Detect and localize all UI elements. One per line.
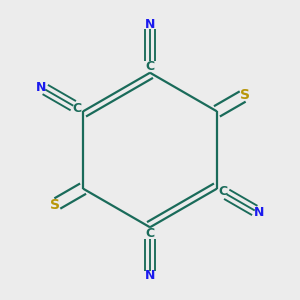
Text: C: C bbox=[218, 185, 227, 198]
Text: N: N bbox=[145, 269, 155, 282]
Text: C: C bbox=[146, 60, 154, 73]
Text: N: N bbox=[36, 81, 46, 94]
Text: S: S bbox=[50, 198, 60, 212]
Text: N: N bbox=[145, 18, 155, 31]
Text: N: N bbox=[254, 206, 264, 219]
Text: S: S bbox=[240, 88, 250, 102]
Text: C: C bbox=[146, 227, 154, 240]
Text: C: C bbox=[73, 102, 82, 115]
